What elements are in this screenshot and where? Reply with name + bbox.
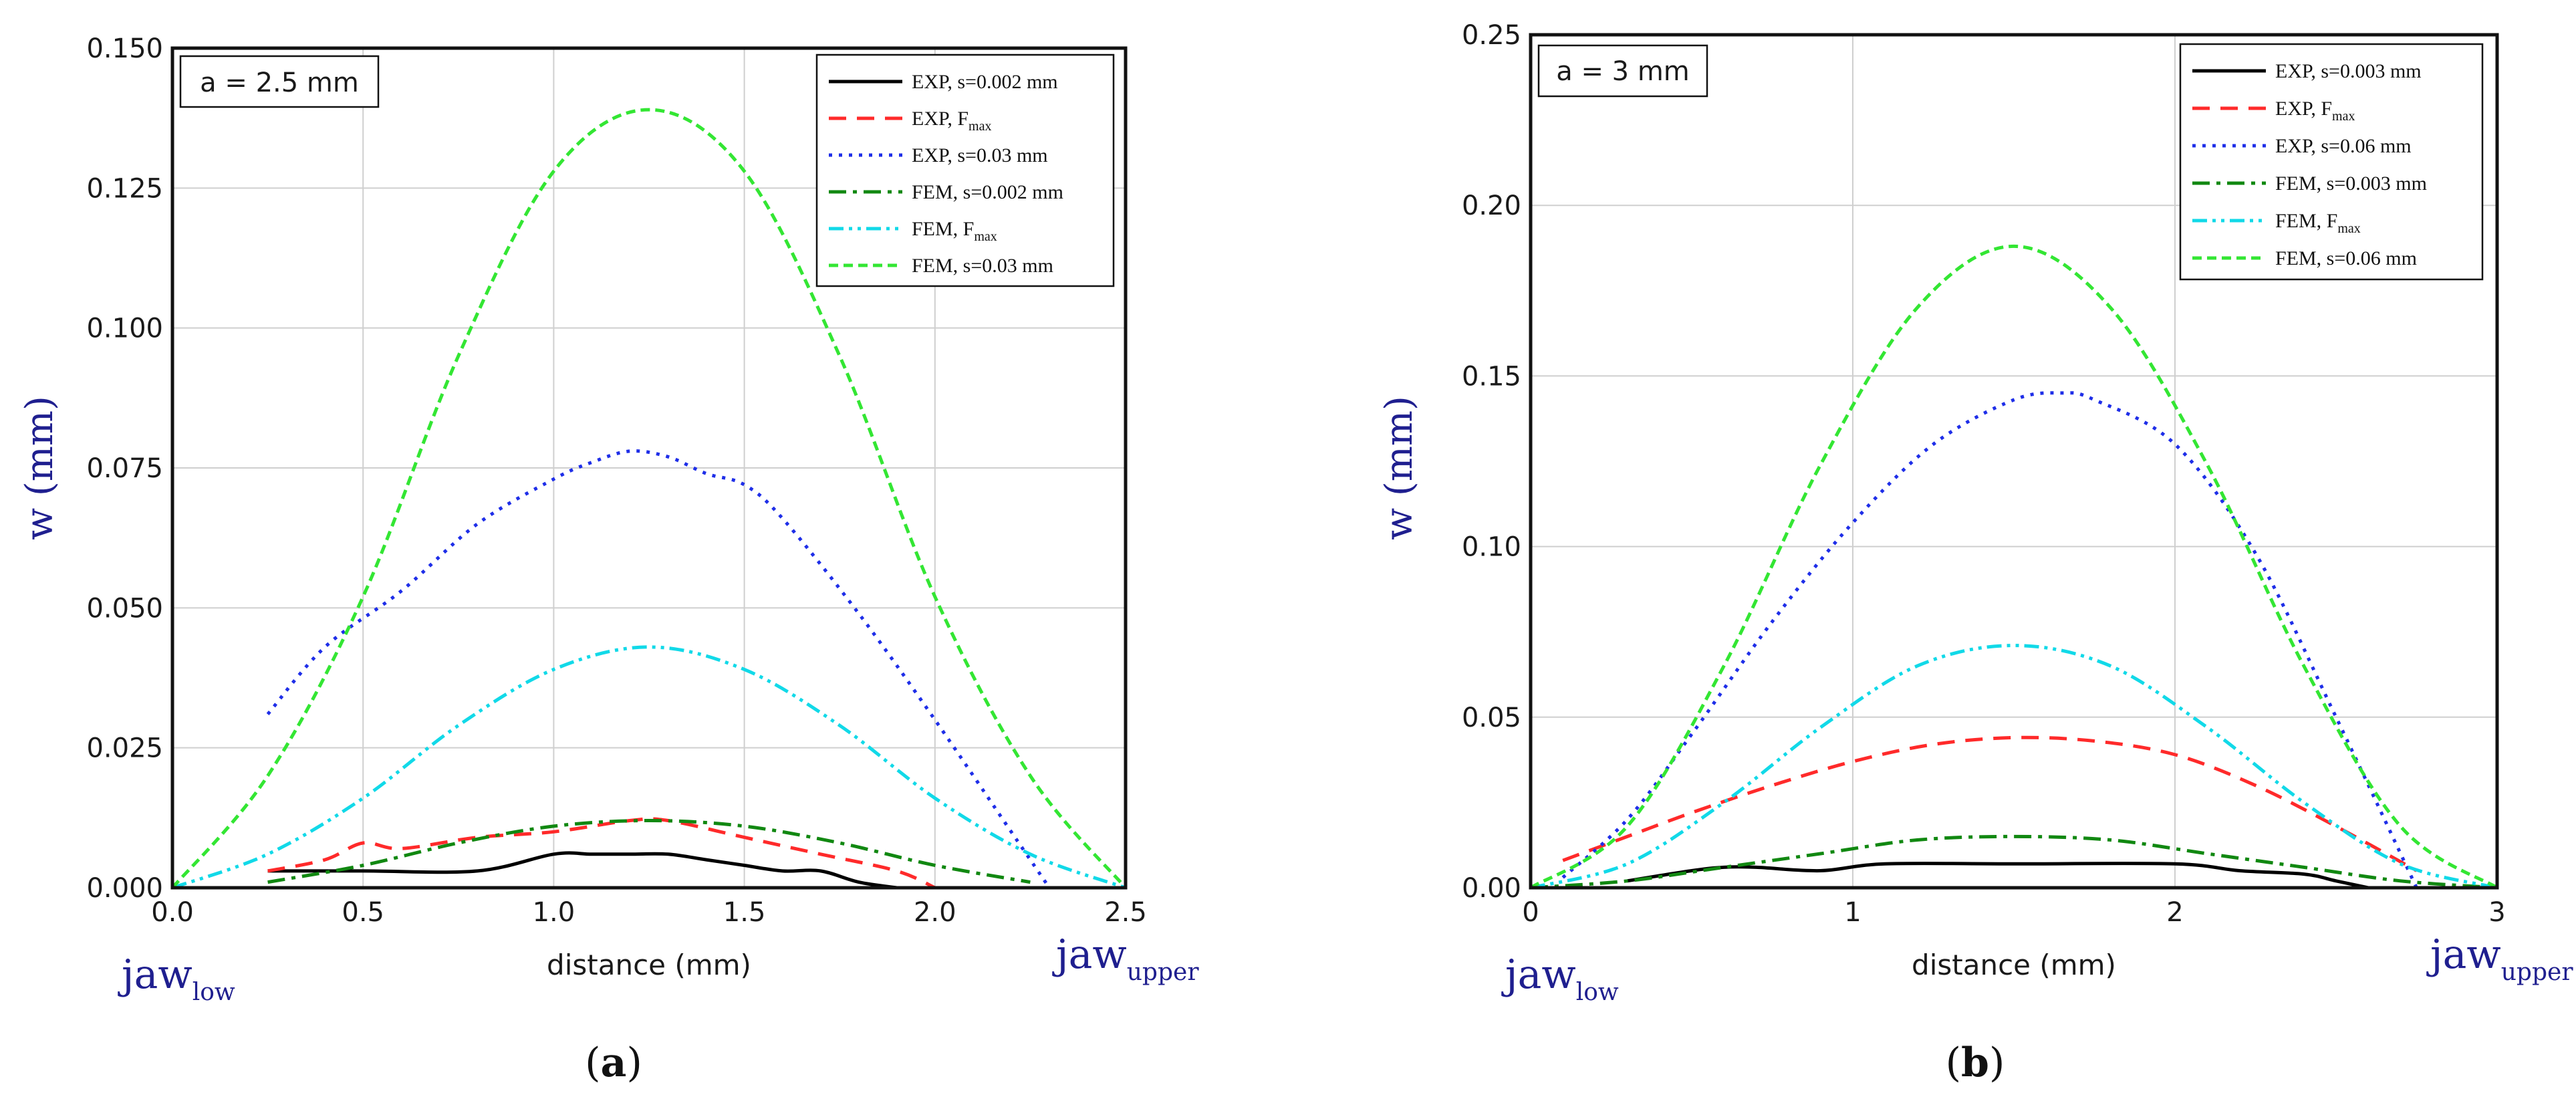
- chart-a-legend-label: FEM, Fmax: [912, 218, 997, 244]
- chart-a-jaw-upper-label: jawupper: [1052, 931, 1199, 986]
- chart-a-y-tick-label: 0.100: [86, 314, 163, 344]
- chart-a-legend-label: EXP, s=0.03 mm: [912, 144, 1048, 166]
- chart-a-annotation: a = 2.5 mm: [200, 68, 359, 98]
- chart-a-series-line: [267, 851, 898, 890]
- chart-a-legend-box: [815, 53, 1115, 287]
- chart-a-y-tick-label: 0.075: [86, 453, 163, 484]
- chart-b-caption: (b): [1946, 1039, 2005, 1086]
- chart-a-y-axis-label: w (mm): [18, 396, 61, 540]
- chart-a-x-tick-label: 1.5: [723, 897, 766, 928]
- chart-a-x-tick-labels: 0.0 0.5 1.0 1.5 2.0 2.5: [151, 897, 1147, 928]
- chart-b-y-tick-label: 0.05: [1462, 703, 1521, 733]
- chart-b-y-tick-label: 0.15: [1462, 361, 1521, 392]
- chart-a-x-tick-label: 0.5: [342, 897, 384, 928]
- chart-b-jaw-upper-label: jawupper: [2426, 931, 2573, 986]
- chart-b-legend-label: EXP, Fmax: [2275, 98, 2355, 124]
- chart-b-x-tick-label: 2: [2166, 897, 2183, 928]
- chart-a-y-tick-label: 0.000: [86, 873, 163, 904]
- chart-b-y-axis-label: w (mm): [1378, 396, 1421, 540]
- chart-b-x-tick-labels: 0 1 2 3: [1522, 897, 2505, 928]
- chart-b-x-tick-label: 0: [1522, 897, 1539, 928]
- chart-b-legend-label: FEM, s=0.06 mm: [2275, 247, 2417, 269]
- chart-b-jaw-low-label: jawlow: [1501, 951, 1619, 1006]
- chart-b-series-line: [1530, 834, 2498, 890]
- chart-b-y-tick-label: 0.10: [1462, 532, 1521, 563]
- chart-b-legend-label: FEM, Fmax: [2275, 210, 2361, 236]
- chart-b-series-line: [1529, 244, 2498, 890]
- chart-b-legend-label: FEM, s=0.003 mm: [2275, 172, 2427, 195]
- chart-b-legend-label: EXP, s=0.003 mm: [2275, 60, 2422, 82]
- chart-b-series-line: [1627, 862, 2369, 890]
- chart-b: 0 1 2 3 0.00 0.05 0.10 0.15 0.20 0.25 distance (…: [1378, 20, 2573, 1086]
- chart-a-legend-label: EXP, s=0.002 mm: [912, 71, 1058, 93]
- chart-b-legend: EXP, s=0.003 mm EXP, Fmax EXP, s=0.06 mm FE…: [2179, 43, 2484, 281]
- chart-a-legend-label: FEM, s=0.03 mm: [912, 255, 1053, 277]
- chart-a-caption: (a): [585, 1039, 642, 1086]
- chart-a-y-tick-label: 0.025: [86, 733, 163, 764]
- chart-b-x-tick-label: 1: [1844, 897, 1861, 928]
- chart-b-legend-label: EXP, s=0.06 mm: [2275, 135, 2412, 157]
- chart-a-x-axis-label: distance (mm): [547, 949, 751, 981]
- chart-a-series: [171, 108, 1127, 890]
- chart-a-series-line: [172, 645, 1126, 890]
- chart-a-legend: EXP, s=0.002 mm EXP, Fmax EXP, s=0.03 mm FE…: [815, 53, 1115, 287]
- chart-a-x-tick-label: 0.0: [151, 897, 194, 928]
- chart-a-x-tick-label: 1.0: [533, 897, 575, 928]
- chart-a-jaw-low-label: jawlow: [118, 951, 235, 1006]
- chart-a-series-line: [267, 818, 1031, 884]
- chart-a-y-tick-label: 0.125: [86, 173, 163, 204]
- chart-b-y-tick-labels: 0.00 0.05 0.10 0.15 0.20 0.25: [1462, 20, 1521, 904]
- chart-a-y-tick-label: 0.050: [86, 593, 163, 624]
- chart-b-y-tick-label: 0.25: [1462, 20, 1521, 51]
- chart-a-legend-label: EXP, Fmax: [912, 108, 991, 134]
- chart-b-x-tick-label: 3: [2488, 897, 2505, 928]
- chart-a: 0.0 0.5 1.0 1.5 2.0 2.5 0.0000.0250.0500.0750…: [18, 33, 1199, 1086]
- chart-a-y-tick-labels: 0.000 0.025 0.050 0.075 0.100 0.125 0.150: [86, 33, 163, 904]
- chart-a-annotation-box: a = 2.5 mm: [179, 55, 380, 108]
- chart-b-y-tick-label: 0.00: [1462, 873, 1521, 904]
- chart-b-series: [1529, 244, 2498, 890]
- chart-b-annotation-box: a = 3 mm: [1537, 44, 1708, 98]
- chart-b-series-line: [1561, 391, 2418, 889]
- chart-a-series-line: [266, 449, 1051, 889]
- chart-b-frame: [1529, 33, 2499, 890]
- chart-a-series-line: [267, 817, 936, 890]
- chart-a-legend-label: FEM, s=0.002 mm: [912, 181, 1063, 203]
- chart-b-x-axis-label: distance (mm): [1912, 949, 2116, 981]
- chart-b-series-line: [1530, 644, 2498, 890]
- chart-a-x-tick-label: 2.5: [1104, 897, 1147, 928]
- chart-b-legend-box: [2179, 43, 2484, 281]
- chart-b-series-line: [1562, 735, 2418, 872]
- chart-a-series-line: [171, 108, 1127, 889]
- chart-b-annotation: a = 3 mm: [1556, 56, 1690, 87]
- chart-a-y-tick-label: 0.150: [86, 33, 163, 64]
- chart-b-y-tick-label: 0.20: [1462, 191, 1521, 221]
- chart-a-frame: [170, 46, 1128, 890]
- chart-a-x-tick-label: 2.0: [914, 897, 956, 928]
